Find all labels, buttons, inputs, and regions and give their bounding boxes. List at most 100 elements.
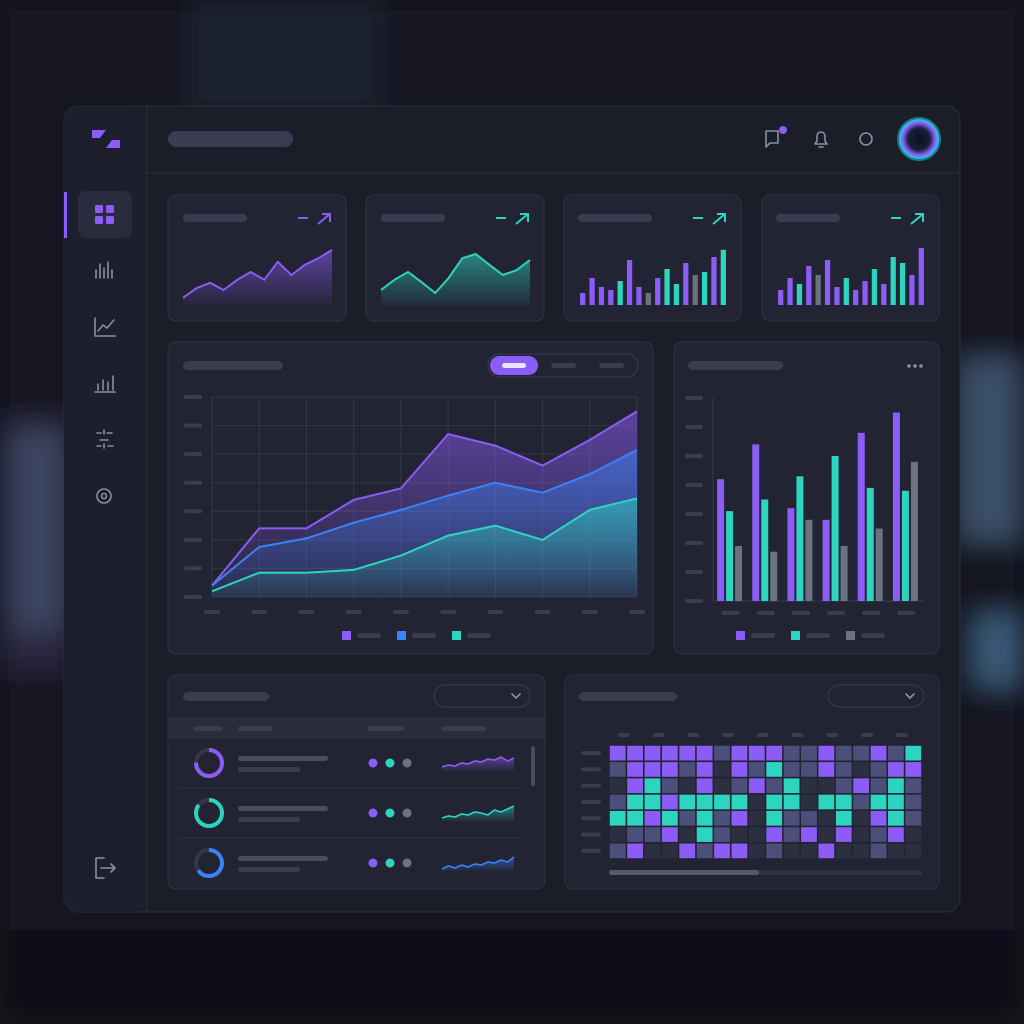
bar	[589, 278, 595, 305]
area	[183, 249, 332, 305]
bar	[901, 490, 909, 601]
dropdown[interactable]	[433, 684, 531, 708]
notifications-button[interactable]	[814, 131, 828, 148]
kpi-title-placeholder	[776, 214, 840, 222]
heatmap-cell	[696, 827, 713, 842]
scrollbar[interactable]	[531, 746, 535, 786]
column-header-placeholder	[193, 726, 223, 731]
heatmap-cell	[644, 843, 661, 859]
heatmap-cell	[766, 843, 783, 859]
heatmap-cell	[766, 745, 783, 761]
bar	[853, 290, 859, 305]
heatmap-cell	[644, 827, 661, 842]
bar	[717, 479, 725, 601]
x-tick-placeholder	[756, 611, 775, 615]
nav-settings[interactable]	[96, 488, 112, 504]
nav-filters[interactable]	[96, 429, 114, 449]
heatmap-cell	[696, 762, 713, 777]
nav-trends[interactable]	[94, 317, 116, 337]
bar	[673, 284, 680, 305]
heatmap-title-placeholder	[579, 692, 677, 701]
y-tick-placeholder	[184, 595, 202, 599]
tab[interactable]	[599, 363, 624, 368]
bar	[918, 248, 924, 305]
bar	[752, 444, 760, 601]
heatmap-cell	[801, 794, 817, 810]
heatmap-cell	[731, 827, 748, 842]
heatmap-cell	[870, 762, 887, 777]
heatmap-cell	[731, 778, 748, 794]
x-tick-placeholder	[827, 611, 846, 615]
card-headers	[169, 213, 925, 875]
more-menu[interactable]	[907, 364, 923, 368]
avatar[interactable]	[899, 119, 939, 159]
bar	[787, 508, 795, 601]
legend-label-placeholder	[357, 633, 381, 638]
heatmap-cell	[888, 778, 904, 794]
column-label-placeholder	[756, 733, 769, 737]
bar	[840, 545, 848, 601]
messages-button[interactable]	[765, 130, 779, 148]
heatmap-cell	[661, 778, 678, 794]
x-tick-placeholder	[534, 610, 551, 614]
bar	[806, 266, 812, 305]
dropdown[interactable]	[827, 684, 925, 708]
bar	[857, 432, 865, 601]
column-label-placeholder	[722, 733, 735, 737]
heatmap-cell	[783, 762, 800, 777]
nav-dashboard-icon[interactable]	[95, 205, 114, 224]
heatmap-cell	[679, 843, 696, 859]
nav-dashboard[interactable]	[78, 191, 132, 238]
heatmap-cell	[644, 794, 661, 810]
y-tick-placeholder	[184, 537, 202, 542]
bar	[692, 275, 698, 305]
logo[interactable]	[92, 130, 120, 148]
nav-analytics[interactable]	[95, 261, 113, 279]
heatmap-cell	[661, 827, 678, 842]
bar	[770, 551, 778, 601]
bar	[909, 275, 915, 305]
line	[380, 253, 531, 294]
sparkline-area	[442, 757, 514, 771]
heatmap-cell	[888, 762, 904, 777]
heatmap-cell	[714, 778, 730, 794]
logout[interactable]	[95, 857, 116, 879]
heatmap-cell	[818, 843, 835, 859]
status-dot	[402, 858, 412, 868]
bar	[866, 487, 874, 601]
heatmap-cell	[609, 794, 626, 810]
heatmap-cell	[644, 762, 661, 777]
sparkline-area	[442, 857, 514, 871]
table-title-placeholder	[183, 692, 269, 701]
status-dot	[368, 758, 378, 768]
heatmap-cell	[801, 762, 817, 777]
tab[interactable]	[551, 363, 576, 368]
heatmap-cell	[783, 843, 800, 859]
heatmap-cell	[644, 810, 661, 826]
heatmap-cell	[731, 843, 748, 859]
nav-reports[interactable]	[94, 375, 116, 393]
bar	[875, 528, 883, 601]
heatmap-cell	[627, 794, 643, 810]
row-subtitle-placeholder	[238, 867, 300, 872]
sparkline	[441, 756, 515, 768]
kpi-title-placeholder	[578, 214, 652, 222]
bar	[899, 263, 906, 305]
heatmap-cell	[679, 810, 696, 826]
heatmap-scroll-thumb[interactable]	[609, 870, 759, 875]
heatmap-cell	[766, 827, 783, 842]
progress-ring	[194, 748, 224, 778]
kpi-title-placeholder	[381, 214, 445, 222]
heatmap-cell	[905, 810, 922, 826]
line	[182, 248, 333, 299]
heatmap-cell	[714, 827, 730, 842]
bar	[805, 519, 813, 601]
heatmap-cell	[870, 843, 887, 859]
heatmap-cell	[870, 794, 887, 810]
settings-button[interactable]	[859, 132, 873, 146]
nav-settings-center[interactable]	[100, 492, 108, 500]
heatmap-cell	[748, 794, 765, 810]
heatmap-cell	[905, 745, 922, 761]
x-tick-placeholder	[897, 611, 916, 615]
heatmap-cell	[818, 762, 835, 777]
